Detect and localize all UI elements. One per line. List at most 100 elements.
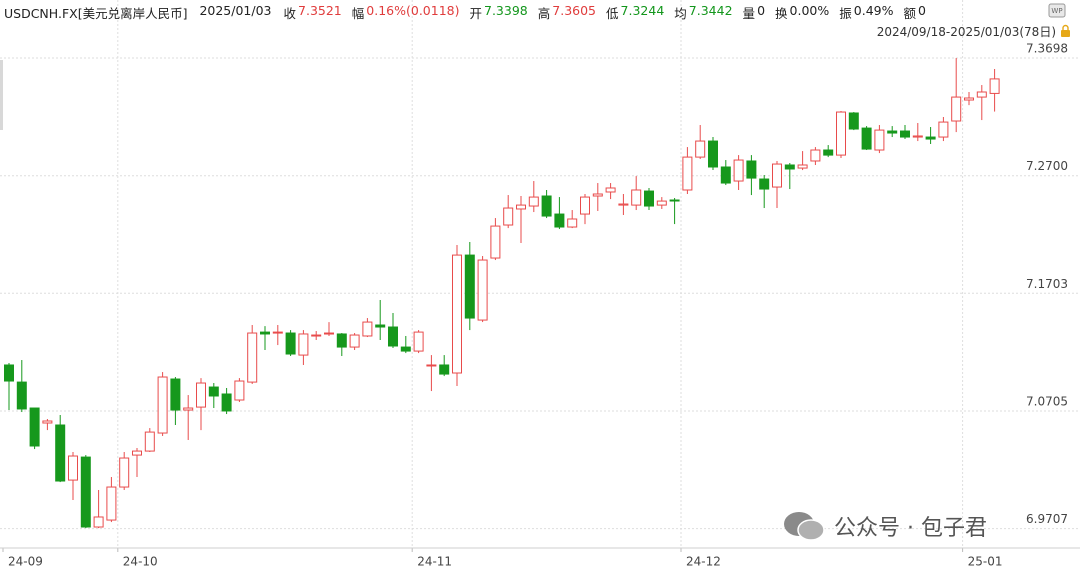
candle-body (413, 331, 424, 352)
y-tick-label: 7.1703 (1026, 277, 1068, 291)
candle-body (221, 393, 232, 412)
candle-body (848, 112, 859, 130)
y-tick-label: 7.0705 (1026, 394, 1068, 408)
x-tick-label: 24-10 (123, 555, 158, 569)
candle-body (874, 129, 885, 151)
menu-icon-text: WP (1051, 7, 1062, 15)
candle-body (759, 178, 770, 190)
candle-body (784, 164, 795, 170)
watermark: 公众号 · 包子君 (782, 508, 987, 544)
candle-body (452, 254, 462, 374)
candle-body (16, 381, 27, 410)
candle-body (541, 195, 552, 217)
x-tick-label: 24-12 (686, 555, 721, 569)
quote-label: 低 (606, 6, 619, 21)
quote-value: 7.3605 (552, 3, 597, 18)
x-tick-label: 24-11 (417, 555, 452, 569)
candle-body (400, 346, 411, 352)
quote-label: 幅 (351, 6, 365, 21)
wechat-icon (784, 512, 825, 541)
candle-body (733, 159, 744, 182)
y-tick-label: 6.9707 (1026, 512, 1068, 526)
candle-body (580, 196, 590, 215)
candle-body (656, 200, 667, 206)
candle-body (144, 431, 155, 452)
candle-body (554, 213, 565, 228)
candle-body (669, 199, 680, 202)
quote-label: 高 (537, 6, 551, 21)
candle-body (119, 457, 130, 488)
candle-body (618, 203, 629, 206)
quote-value: 0.16%(0.0118) (366, 3, 460, 18)
candle-body (29, 407, 40, 447)
candle-body (157, 376, 168, 434)
quote-label: 额 (903, 6, 916, 21)
candle-body (55, 424, 66, 482)
candle-body (951, 96, 962, 122)
candle-body (4, 364, 14, 382)
candle-body (964, 97, 974, 101)
quote-label: 换 (775, 6, 788, 21)
candle-body (925, 136, 936, 140)
candle-body (362, 321, 373, 337)
y-tick-label: 7.2700 (1026, 159, 1068, 173)
quote-label: 均 (674, 6, 687, 21)
candle-body (772, 163, 782, 188)
candle-body (695, 140, 706, 158)
x-tick-label: 24-09 (8, 555, 43, 569)
watermark-text: 公众号 · 包子君 (834, 516, 987, 541)
candle-body (464, 254, 475, 319)
symbol: USDCNH.FX[美元兑离岸人民币] (4, 6, 188, 21)
candle-body (976, 91, 987, 98)
candle-body (528, 196, 539, 207)
x-tick-label: 25-01 (968, 555, 1003, 569)
candle-body (912, 135, 923, 138)
candle-body (260, 331, 270, 335)
date-range: 2024/09/18-2025/01/03(78日) (876, 25, 1056, 39)
candle-body (989, 78, 1000, 94)
candle-body (439, 364, 450, 375)
date: 2025/01/03 (199, 3, 272, 18)
candle-body (836, 111, 846, 156)
candle-body (605, 187, 616, 193)
candle-body (797, 164, 808, 169)
candle-body (823, 149, 834, 156)
candle-body (298, 333, 309, 356)
candle-body (106, 486, 117, 521)
candle-body (285, 332, 296, 355)
candle-body (631, 189, 642, 206)
candle-body (196, 382, 206, 408)
quote-value: 0.00% (789, 3, 830, 18)
candle-body (80, 456, 91, 528)
candle-body (132, 450, 142, 456)
candle-body (183, 407, 194, 411)
candle-body (336, 333, 347, 348)
candle-body (746, 160, 757, 179)
quote-label: 量 (742, 6, 756, 21)
candle-body (426, 364, 437, 367)
candle-body (349, 334, 360, 348)
candle-body (720, 166, 731, 184)
candle-body (208, 386, 219, 397)
quote-value: 0 (757, 3, 766, 18)
candle-body (375, 324, 386, 328)
quote-value: 0 (918, 3, 926, 18)
candle-body (567, 218, 578, 228)
candle-body (490, 225, 501, 259)
candle-body (324, 332, 334, 335)
quote-header: USDCNH.FX[美元兑离岸人民币] 2025/01/03 收 7.3521 幅 0… (4, 3, 936, 22)
candle-body (311, 334, 322, 337)
candle-body (272, 331, 283, 334)
candle-body (170, 378, 181, 411)
quote-value: 7.3442 (688, 3, 733, 18)
lock-icon[interactable] (1061, 30, 1070, 37)
quote-value: 7.3398 (484, 3, 528, 18)
candle-body (644, 190, 654, 207)
candle-body (592, 193, 603, 197)
candle-body (234, 380, 245, 401)
quote-label: 振 (839, 6, 852, 21)
candle-body (861, 127, 872, 150)
quote-value: 7.3244 (620, 3, 665, 18)
menu-icon[interactable] (1048, 3, 1066, 18)
lock-shackle (1062, 24, 1069, 30)
